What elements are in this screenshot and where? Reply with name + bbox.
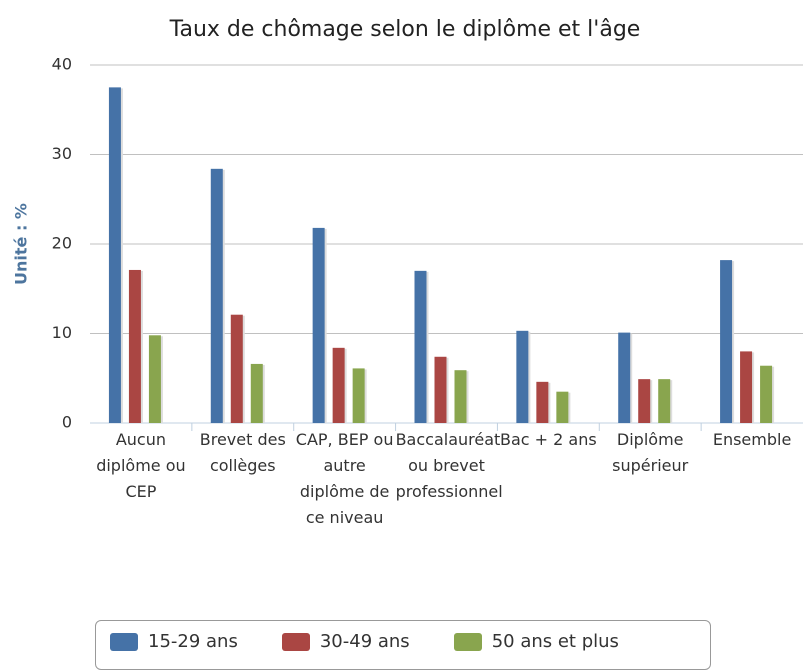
legend-label: 15-29 ans — [148, 631, 238, 652]
x-tick-label: Baccalauréat ou brevet professionnel — [395, 430, 503, 501]
bar — [516, 330, 529, 423]
bar — [230, 314, 243, 423]
bar — [740, 351, 753, 423]
page: Taux de chômage selon le diplôme et l'âg… — [11, 17, 803, 670]
bar — [760, 365, 773, 423]
bar — [352, 368, 365, 423]
y-axis-label: Unité : % — [12, 203, 31, 285]
x-tick-label: Aucun diplôme ou CEP — [96, 430, 186, 501]
x-tick-label: Bac + 2 ans — [499, 430, 597, 449]
x-tick-label: Brevet des collèges — [199, 430, 286, 475]
x-tick-label: CAP, BEP ou autre diplôme de ce niveau — [295, 430, 394, 527]
x-tick-label: Ensemble — [712, 430, 792, 449]
y-tick-label: 40 — [52, 55, 72, 74]
legend-item: 50 ans et plus — [453, 631, 619, 652]
bar — [638, 379, 651, 423]
y-tick-label: 20 — [52, 234, 72, 253]
bar — [618, 332, 631, 423]
legend-item: 15-29 ans — [110, 631, 238, 652]
bar — [210, 168, 223, 423]
bar — [720, 260, 733, 423]
legend-swatch — [281, 632, 310, 651]
bar — [312, 227, 325, 423]
y-tick-label: 10 — [52, 323, 72, 342]
bar — [556, 391, 569, 423]
bar — [332, 347, 345, 423]
bar — [536, 381, 549, 423]
bar — [148, 335, 161, 423]
chart-title: Taux de chômage selon le diplôme et l'âg… — [169, 17, 641, 42]
legend-label: 30-49 ans — [319, 631, 410, 652]
y-tick-label: 0 — [62, 413, 72, 432]
bar — [414, 270, 427, 423]
legend-swatch — [453, 632, 482, 651]
bar — [658, 379, 671, 423]
legend-item: 30-49 ans — [281, 631, 410, 652]
y-tick-label: 30 — [52, 144, 72, 163]
chart: Taux de chômage selon le diplôme et l'âg… — [12, 17, 803, 432]
bar — [108, 87, 121, 423]
bar — [128, 269, 141, 423]
bar — [250, 363, 263, 423]
bar — [454, 370, 467, 423]
legend-label: 50 ans et plus — [491, 631, 619, 652]
legend: 15-29 ans 30-49 ans 50 ans et plus — [95, 620, 711, 670]
x-tick-label: Diplôme supérieur — [612, 430, 689, 475]
bar — [434, 356, 447, 423]
legend-swatch — [110, 632, 138, 651]
